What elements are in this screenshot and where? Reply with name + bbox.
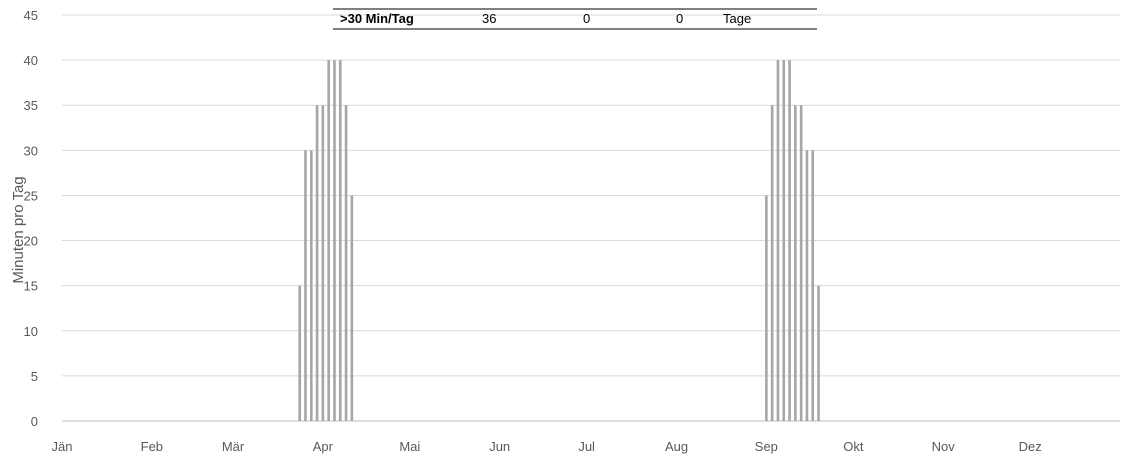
bar [333,60,336,421]
x-tick-label: Feb [141,439,163,454]
x-tick-label: Okt [843,439,864,454]
x-tick-label: Nov [932,439,956,454]
y-tick-label: 35 [24,98,38,113]
bar [770,105,774,421]
bar [298,285,301,421]
bar [788,60,791,421]
gridlines [62,14,1120,422]
bar [315,105,319,421]
bar [350,195,354,421]
y-tick-labels: 0 5 10 15 20 25 30 35 40 45 [24,8,38,429]
x-tick-label: Dez [1019,439,1042,454]
x-tick-label: Aug [665,439,688,454]
y-tick-label: 0 [31,414,38,429]
bar [811,150,815,422]
y-tick-label: 5 [31,369,38,384]
bar [817,285,820,421]
x-tick-label: Jul [578,439,595,454]
y-tick-label: 45 [24,8,38,23]
bar [338,60,342,421]
y-tick-label: 40 [24,53,38,68]
bar [776,60,780,421]
x-tick-label: Mai [399,439,420,454]
y-tick-label: 10 [24,324,38,339]
bars [298,60,820,422]
bar [327,60,330,421]
table-cell-value-2: 0 [583,11,590,26]
bar [799,105,803,421]
y-tick-label: 30 [24,143,38,158]
x-tick-label: Apr [313,439,334,454]
bar [321,105,325,421]
y-tick-label: 20 [24,234,38,249]
y-tick-label: 15 [24,279,38,294]
bar [794,105,797,421]
table-cell-unit: Tage [723,11,751,26]
summary-table: >30 Min/Tag 36 0 0 Tage [333,8,817,30]
x-tick-label: Sep [755,439,778,454]
bar [304,150,307,422]
x-tick-label: Jän [52,439,73,454]
x-tick-labels: Jän Feb Mär Apr Mai Jun Jul Aug Sep Okt Nov Dez [52,439,1042,454]
bar [309,150,313,422]
bar [344,105,348,421]
table-cell-value-3: 0 [676,11,683,26]
bar [805,150,809,422]
y-tick-label: 25 [24,188,38,203]
x-tick-label: Jun [489,439,510,454]
y-axis-title: Minuten pro Tag [10,176,27,283]
bar [782,60,786,421]
table-cell-label: >30 Min/Tag [340,11,414,26]
bar [765,195,768,421]
x-tick-label: Mär [222,439,245,454]
table-cell-value-1: 36 [482,11,496,26]
